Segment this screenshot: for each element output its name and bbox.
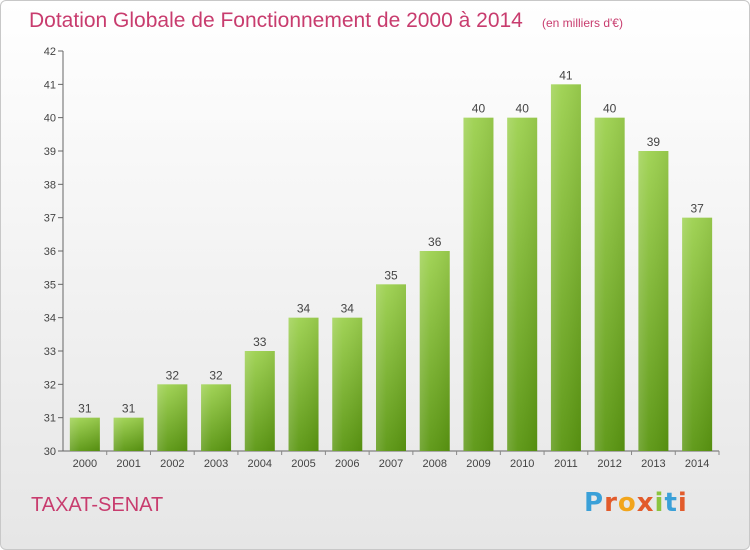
chart-subtitle: (en milliers d'€): [542, 16, 623, 30]
y-tick-label: 32: [44, 379, 56, 391]
bar-shine: [463, 117, 494, 452]
bar-shine: [682, 217, 713, 451]
data-label: 39: [647, 135, 661, 149]
y-tick-label: 35: [44, 279, 56, 291]
chart-title: Dotation Globale de Fonctionnement de 20…: [29, 9, 523, 32]
x-tick-label: 2000: [73, 458, 97, 470]
bar-shine: [376, 284, 406, 451]
data-label: 31: [122, 402, 136, 416]
bar-shine: [332, 317, 363, 451]
data-label: 33: [253, 335, 267, 349]
x-tick-label: 2004: [248, 458, 272, 470]
proxiti-logo: Proxiti: [584, 488, 688, 518]
y-tick-label: 31: [44, 413, 56, 425]
x-tick-label: 2011: [554, 458, 578, 470]
x-tick-label: 2003: [204, 458, 228, 470]
y-axis: 30 31 32 33 34 35 36 37 38 39 40 41 42: [44, 46, 64, 458]
bar-shine: [507, 117, 538, 452]
data-label: 34: [341, 302, 355, 316]
data-label: 34: [297, 302, 311, 316]
x-tick-label: 2006: [335, 458, 359, 470]
x-tick-label: 2008: [422, 458, 446, 470]
bar-shine: [244, 351, 275, 451]
data-label: 35: [384, 268, 398, 282]
y-tick-label: 39: [44, 146, 56, 158]
bar-shine: [550, 84, 581, 451]
commune-name: TAXAT-SENAT: [31, 494, 164, 516]
bar-shine: [638, 151, 669, 451]
x-tick-label: 2010: [510, 458, 534, 470]
y-tick-label: 37: [44, 213, 56, 225]
x-tick-label: 2001: [116, 458, 140, 470]
y-tick-label: 36: [44, 246, 56, 258]
data-label: 40: [472, 102, 486, 116]
x-tick-label: 2014: [685, 458, 709, 470]
data-label: 40: [603, 102, 617, 116]
x-tick-label: 2005: [291, 458, 315, 470]
data-label: 41: [559, 68, 573, 82]
bar-shine: [288, 317, 319, 451]
x-axis: 2000 2001 2002 2003 2004 2005 2006 2007 2008 2009…: [63, 450, 720, 470]
bar-shine: [157, 384, 188, 451]
data-label: 36: [428, 235, 442, 249]
y-tick-label: 33: [44, 346, 56, 358]
data-labels: 31 31 32 32 33 34 34 35 36 40 40 41 40 39 37: [78, 68, 704, 415]
x-tick-label: 2013: [641, 458, 665, 470]
y-tick-label: 34: [44, 313, 56, 325]
bar-shine: [113, 417, 144, 451]
x-tick-label: 2009: [466, 458, 490, 470]
bar-shine: [201, 384, 232, 451]
y-tick-label: 41: [44, 79, 56, 91]
data-label: 31: [78, 402, 92, 416]
bars: [69, 84, 713, 452]
x-tick-label: 2007: [379, 458, 403, 470]
y-tick-label: 42: [44, 46, 56, 58]
data-label: 40: [516, 102, 530, 116]
x-tick-label: 2002: [160, 458, 184, 470]
data-label: 37: [690, 202, 704, 216]
data-label: 32: [166, 368, 180, 382]
y-tick-label: 40: [44, 113, 56, 125]
y-tick-label: 30: [44, 446, 56, 458]
bar-shine: [419, 251, 450, 451]
bar-shine: [594, 117, 625, 452]
x-tick-label: 2012: [597, 458, 621, 470]
bar-shine: [69, 417, 100, 451]
y-tick-label: 38: [44, 179, 56, 191]
data-label: 32: [209, 368, 223, 382]
